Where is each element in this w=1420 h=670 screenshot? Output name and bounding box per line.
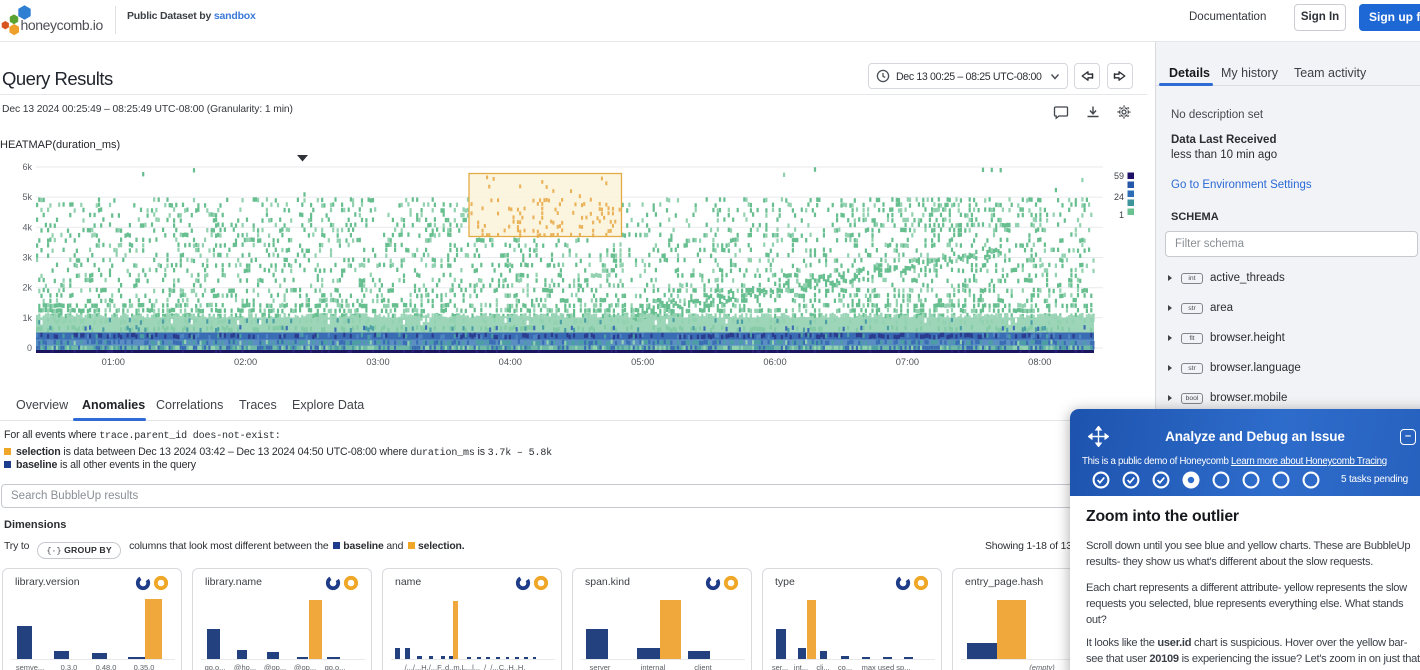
svg-text:honeycomb.io: honeycomb.io xyxy=(21,17,104,33)
svg-text:24: 24 xyxy=(1114,192,1124,202)
svg-text:04:00: 04:00 xyxy=(499,357,522,367)
svg-text:59: 59 xyxy=(1114,171,1124,181)
svg-text:6k: 6k xyxy=(22,162,32,172)
svg-text:3k: 3k xyxy=(22,253,32,263)
svg-text:1k: 1k xyxy=(22,313,32,323)
svg-text:03:00: 03:00 xyxy=(366,357,389,367)
svg-text:5k: 5k xyxy=(22,192,32,202)
svg-text:06:00: 06:00 xyxy=(763,357,786,367)
svg-text:4k: 4k xyxy=(22,222,32,232)
svg-text:01:00: 01:00 xyxy=(102,357,125,367)
svg-text:08:00: 08:00 xyxy=(1028,357,1051,367)
svg-text:0: 0 xyxy=(27,343,32,353)
svg-text:02:00: 02:00 xyxy=(234,357,257,367)
svg-text:05:00: 05:00 xyxy=(631,357,654,367)
svg-text:2k: 2k xyxy=(22,283,32,293)
svg-text:1: 1 xyxy=(1119,210,1124,220)
svg-text:07:00: 07:00 xyxy=(896,357,919,367)
